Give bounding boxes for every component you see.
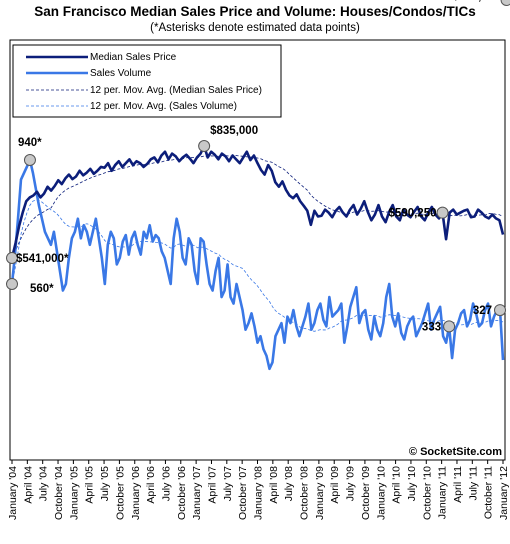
annotation-layer: $541,000* $835,000 $590,250 $602,500 940* 560… [16,0,501,333]
x-tick-label: October '05 [114,466,126,520]
legend-label-volume-ma: 12 per. Mov. Avg. (Sales Volume) [90,101,237,112]
x-tick-label: April '11 [452,466,464,503]
x-tick-label: January '04 [7,466,19,520]
x-tick-label: April '08 [268,466,280,504]
chart-title: San Francisco Median Sales Price and Vol… [34,4,476,19]
legend-label-volume: Sales Volume [90,68,152,79]
annotation-marker [23,154,36,166]
annotation-label: 327 [473,305,492,317]
x-tick-label: July '06 [160,466,172,501]
x-tick-label: July '08 [283,466,295,501]
x-tick-label: July '07 [222,466,234,501]
volume-series-line [10,158,505,371]
chart-subtitle: (*Asterisks denote estimated data points… [150,22,360,34]
annotation-label: $590,250 [389,208,437,220]
x-tick-label: January '05 [68,466,80,520]
x-tick-label: October '07 [237,466,249,520]
x-tick-label: April '10 [391,466,403,504]
x-tick-label: April '06 [145,466,157,504]
x-tick-label: October '11 [483,466,495,519]
x-tick-label: January '10 [375,466,387,520]
legend: Median Sales Price Sales Volume 12 per. … [12,44,282,118]
x-axis: January '04 April '04 July '04 October '04 J… [7,460,510,520]
x-tick-label: October '04 [53,466,65,520]
legend-label-price-ma: 12 per. Mov. Avg. (Median Sales Price) [90,85,262,96]
annotation-marker [198,140,211,152]
x-tick-label: July '10 [406,466,418,501]
marker-layer [6,0,510,333]
annotation-label: 560* [30,283,54,295]
x-tick-label: January '08 [253,466,265,520]
source-credit: © SocketSite.com [409,446,502,458]
x-tick-label: April '04 [22,466,34,504]
x-tick-label: July '11 [467,466,479,501]
x-tick-label: October '10 [421,466,433,520]
annotation-marker [494,304,507,317]
x-tick-label: January '11 [437,466,449,519]
annotation-label: $602,500 [453,0,501,3]
x-tick-label: October '09 [360,466,372,520]
legend-label-price: Median Sales Price [90,52,177,63]
annotation-marker [6,252,18,264]
x-tick-label: April '07 [206,466,218,504]
annotation-marker [436,206,449,219]
annotation-marker [443,320,456,333]
x-tick-label: July '09 [345,466,357,501]
annotation-marker [500,0,510,6]
annotation-label: $541,000* [16,253,69,265]
annotation-label: 940* [18,137,42,149]
x-tick-label: April '09 [329,466,341,504]
x-tick-label: July '05 [99,466,111,501]
series-layer [10,144,505,371]
annotation-label: $835,000 [210,125,258,137]
volume-moving-average-line [11,199,504,332]
price-series-line [10,144,505,259]
x-tick-label: January '06 [130,466,142,520]
x-tick-label: April '05 [84,466,96,504]
annotation-label: 333 [422,321,441,333]
x-tick-label: July '04 [38,466,50,501]
annotation-marker [6,277,18,290]
x-tick-label: January '09 [314,466,326,520]
x-tick-label: January '12 [498,466,510,520]
x-tick-label: January '07 [191,466,203,520]
x-tick-label: October '08 [299,466,311,520]
x-tick-label: October '06 [176,466,188,520]
